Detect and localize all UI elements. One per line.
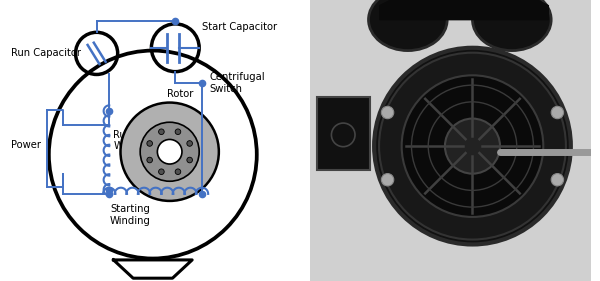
Circle shape (379, 53, 566, 239)
Text: Power: Power (11, 140, 41, 150)
Circle shape (551, 174, 563, 186)
Circle shape (158, 169, 164, 175)
Circle shape (175, 169, 181, 175)
Text: Start Capacitor: Start Capacitor (202, 22, 277, 32)
Circle shape (157, 139, 182, 164)
Text: Centrifugal
Switch: Centrifugal Switch (209, 72, 265, 94)
Circle shape (158, 129, 164, 135)
Circle shape (121, 103, 219, 201)
Circle shape (140, 122, 199, 181)
Circle shape (401, 75, 543, 217)
Text: Starting
Winding: Starting Winding (110, 204, 151, 226)
Circle shape (187, 141, 193, 146)
Ellipse shape (368, 0, 447, 51)
Circle shape (374, 48, 571, 244)
Text: Rotor: Rotor (167, 89, 193, 99)
Text: Run Capacitor: Run Capacitor (11, 48, 81, 58)
Circle shape (551, 106, 563, 119)
Circle shape (445, 119, 500, 174)
Circle shape (147, 157, 152, 163)
Polygon shape (380, 0, 548, 20)
Circle shape (175, 129, 181, 135)
Ellipse shape (472, 0, 551, 51)
Circle shape (147, 141, 152, 146)
FancyBboxPatch shape (317, 97, 370, 170)
Polygon shape (113, 260, 192, 278)
Text: Running
Winding: Running Winding (113, 130, 155, 151)
Circle shape (382, 174, 394, 186)
Circle shape (187, 157, 193, 163)
Circle shape (382, 106, 394, 119)
